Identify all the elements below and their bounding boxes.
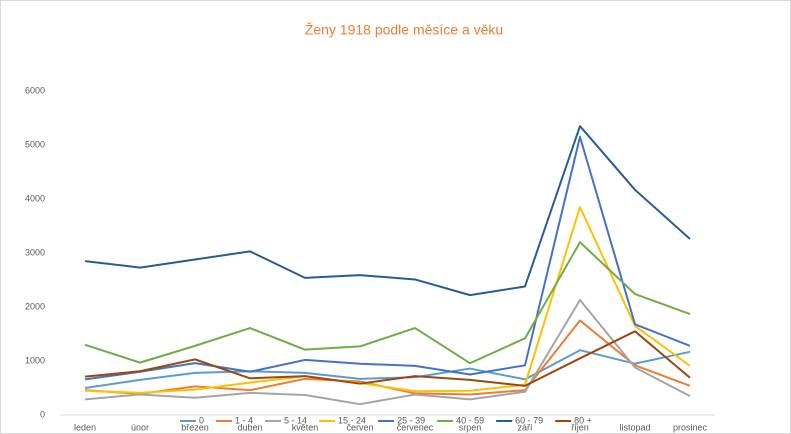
legend-label: 80 +	[574, 415, 592, 425]
series-line	[84, 206, 691, 394]
x-tick-label: leden	[74, 422, 96, 432]
x-tick-label: září	[517, 422, 533, 432]
series-line	[84, 241, 691, 365]
x-tick-label: únor	[131, 422, 149, 432]
legend-label: 40 - 59	[456, 415, 484, 425]
series-line	[84, 298, 691, 406]
y-tick-label: 1000	[25, 355, 45, 365]
legend-label: 0	[199, 415, 204, 425]
series-line	[84, 125, 691, 297]
y-tick-label: 6000	[25, 85, 45, 95]
legend-label: 60 - 79	[515, 415, 543, 425]
x-tick-label: srpen	[459, 422, 482, 432]
legend-label: 15 - 24	[338, 415, 366, 425]
legend-label: 5 - 14	[284, 415, 307, 425]
x-tick-label: květen	[292, 422, 319, 432]
y-tick-label: 3000	[25, 247, 45, 257]
y-tick-label: 4000	[25, 193, 45, 203]
x-tick-label: červen	[346, 422, 373, 432]
series-line	[84, 349, 691, 389]
x-tick-label: červenec	[397, 422, 434, 432]
x-tick-label: březen	[181, 422, 209, 432]
legend-label: 25 - 39	[397, 415, 425, 425]
x-tick-label: říjen	[571, 422, 589, 432]
x-tick-label: listopad	[619, 422, 650, 432]
series-line	[84, 330, 691, 387]
x-tick-label: prosinec	[673, 422, 708, 432]
series-line	[84, 135, 691, 381]
y-tick-label: 0	[40, 409, 45, 419]
legend-label: 1 - 4	[235, 415, 253, 425]
y-tick-label: 2000	[25, 301, 45, 311]
y-tick-label: 5000	[25, 139, 45, 149]
x-tick-label: duben	[237, 422, 262, 432]
chart-title: Ženy 1918 podle měsíce a věku	[305, 22, 503, 38]
